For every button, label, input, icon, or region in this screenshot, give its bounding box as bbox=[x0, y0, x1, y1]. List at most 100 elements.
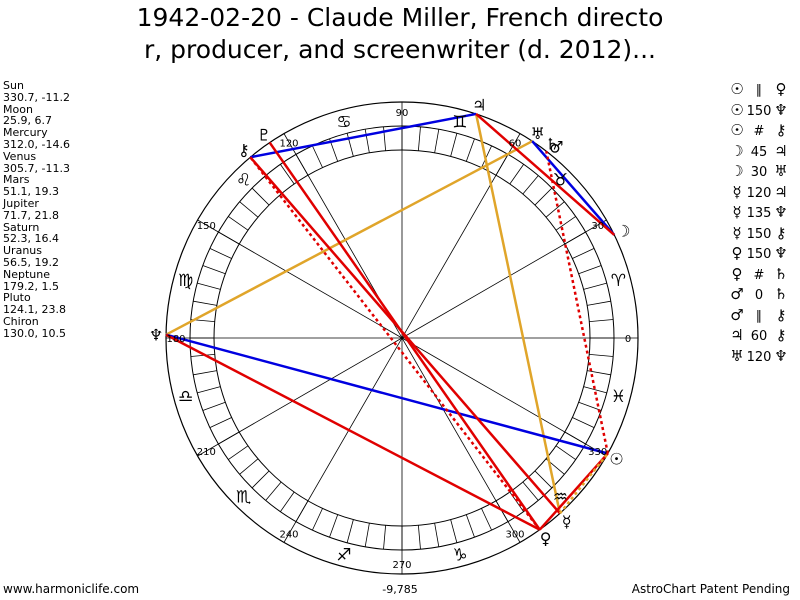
aspect-row: ♀ 150 ♆ bbox=[728, 244, 790, 265]
degree-tick bbox=[239, 201, 259, 218]
aspect-row: ♂ 0 ♄ bbox=[728, 285, 790, 306]
aspect-planet-1: ☉ bbox=[730, 80, 744, 98]
aspect-planet-1: ☽ bbox=[730, 162, 744, 180]
aspect-type: ∥ bbox=[755, 83, 763, 98]
degree-tick bbox=[534, 470, 553, 489]
degree-tick bbox=[578, 265, 602, 275]
degree-label: 300 bbox=[505, 530, 524, 541]
degree-tick bbox=[197, 282, 221, 290]
aspect-row: ♃ 60 ⚷ bbox=[728, 326, 790, 347]
aspect-type: 45 bbox=[750, 144, 768, 160]
aspect-planet-2: ⚷ bbox=[775, 121, 787, 139]
planet-positions-list: Sun 330.7, -11.2 Moon 25.9, 6.7 Mercury 312.0… bbox=[3, 80, 70, 340]
zodiac-sign-icon: ♐ bbox=[336, 545, 351, 565]
planet-glyph-icon: ♆ bbox=[149, 326, 163, 345]
chart-title-line-2: r, producer, and screenwriter (d. 2012).… bbox=[144, 35, 656, 64]
aspect-planet-2: ♄ bbox=[774, 264, 788, 283]
planet-glyphs: ☉ ☽ ☿ ♀ ♂ ♃ ♄♅ ♆ ♇ ⚷ bbox=[149, 95, 631, 547]
aspect-planet-1: ☉ bbox=[730, 121, 744, 139]
degree-tick bbox=[509, 164, 524, 185]
degree-tick bbox=[251, 187, 270, 206]
degree-label: 120 bbox=[279, 138, 298, 149]
aspect-row: ☽ 45 ♃ bbox=[728, 142, 790, 163]
position-name: Neptune bbox=[3, 267, 51, 281]
footer-website: www.harmoniclife.com bbox=[3, 582, 140, 596]
aspect-planet-2: ⚷ bbox=[775, 326, 787, 344]
degree-tick bbox=[434, 129, 440, 153]
zodiac-signs: ♈ ♉ ♊ ♋ ♌ ♍ ♎ ♏ ♐ ♑ ♒ ♓ bbox=[178, 113, 626, 566]
zodiac-sign-icon: ♈ bbox=[611, 271, 626, 291]
degree-tick bbox=[346, 519, 354, 543]
degree-tick bbox=[587, 300, 611, 306]
aspect-planet-1: ☉ bbox=[730, 100, 744, 119]
degree-tick bbox=[209, 248, 232, 259]
aspect-line bbox=[268, 141, 541, 531]
aspect-type: 120 bbox=[746, 185, 772, 201]
planet-glyph-icon: ☉ bbox=[609, 449, 623, 468]
aspect-row: ☿ 135 ♆ bbox=[728, 203, 790, 224]
aspect-type: # bbox=[753, 124, 765, 139]
aspect-list: ☉ ∥ ♀ ☉ 150 ♆ ☉ # ⚷ ☽ 45 ♃ ☽ 30 ♅ ☿ 120 ♃ ☿ 135 ♆ ☿ 150 ⚷ ♀ 150 ♆ ♀… bbox=[728, 80, 790, 367]
aspect-line bbox=[250, 112, 477, 159]
degree-label: 330 bbox=[588, 447, 607, 458]
degree-tick bbox=[280, 164, 295, 185]
degree-tick bbox=[583, 386, 607, 394]
degree-tick bbox=[434, 523, 440, 547]
aspect-line bbox=[538, 452, 609, 531]
aspect-planet-1: ♀ bbox=[731, 244, 743, 262]
degree-tick bbox=[329, 514, 339, 538]
degree-tick bbox=[578, 401, 602, 411]
planet-glyph-icon: ♇ bbox=[257, 125, 271, 144]
degree-tick bbox=[450, 133, 458, 157]
degree-labels: 0 30 60 90 120 150 180 210 240 270 300 330 bbox=[166, 108, 631, 571]
degree-tick bbox=[481, 145, 492, 168]
position-value: 25.9, 6.7 bbox=[3, 114, 52, 128]
position-name: Sun bbox=[3, 79, 24, 92]
aspect-planet-2: ♅ bbox=[774, 162, 788, 180]
aspect-type: 150 bbox=[746, 103, 772, 119]
planet-glyph-icon: ♄ bbox=[545, 134, 559, 153]
degree-label: 240 bbox=[279, 530, 298, 541]
planet-glyph-icon: ☿ bbox=[562, 512, 572, 531]
degree-tick bbox=[587, 370, 611, 376]
aspect-planet-2: ♄ bbox=[774, 285, 788, 303]
degree-label: 0 bbox=[625, 334, 631, 345]
degree-tick bbox=[251, 470, 270, 489]
aspect-type: 120 bbox=[746, 349, 772, 365]
position-name: Saturn bbox=[3, 220, 40, 234]
degree-tick bbox=[193, 300, 217, 306]
aspect-planet-2: ♆ bbox=[774, 203, 788, 221]
degree-tick bbox=[228, 445, 249, 460]
zodiac-sign-icon: ♑ bbox=[452, 545, 467, 565]
aspect-planet-2: ♆ bbox=[774, 100, 788, 119]
aspect-planet-2: ♀ bbox=[775, 80, 787, 98]
aspect-type: 135 bbox=[746, 206, 772, 221]
degree-tick bbox=[364, 523, 370, 547]
degree-tick bbox=[228, 216, 249, 231]
planet-glyph-icon: ♃ bbox=[472, 95, 486, 114]
aspect-row: ☉ ∥ ♀ bbox=[728, 80, 790, 101]
position-name: Jupiter bbox=[3, 196, 39, 210]
degree-tick bbox=[346, 133, 354, 157]
aspect-type: 30 bbox=[750, 165, 768, 180]
position-name: Moon bbox=[3, 102, 33, 116]
degree-tick bbox=[312, 145, 323, 168]
degree-tick bbox=[383, 525, 387, 550]
degree-label: 210 bbox=[197, 447, 216, 458]
aspect-line bbox=[165, 140, 533, 336]
degree-tick bbox=[209, 417, 232, 428]
position-value: 305.7, -11.3 bbox=[3, 161, 70, 175]
degree-tick bbox=[197, 386, 221, 394]
degree-label: 60 bbox=[509, 138, 522, 149]
zodiac-sign-icon: ♉ bbox=[553, 171, 568, 191]
position-name: Venus bbox=[3, 149, 37, 163]
degree-tick bbox=[417, 525, 421, 550]
aspect-planet-1: ♂ bbox=[730, 285, 744, 303]
aspect-row: ♂ ∥ ⚷ bbox=[728, 306, 790, 327]
zodiac-sign-icon: ♏ bbox=[236, 487, 251, 507]
degree-tick bbox=[239, 458, 259, 475]
aspect-planet-1: ☿ bbox=[732, 182, 742, 201]
planet-glyph-icon: ⚷ bbox=[238, 141, 250, 160]
degree-tick bbox=[190, 353, 215, 357]
aspect-type: 60 bbox=[750, 329, 768, 344]
